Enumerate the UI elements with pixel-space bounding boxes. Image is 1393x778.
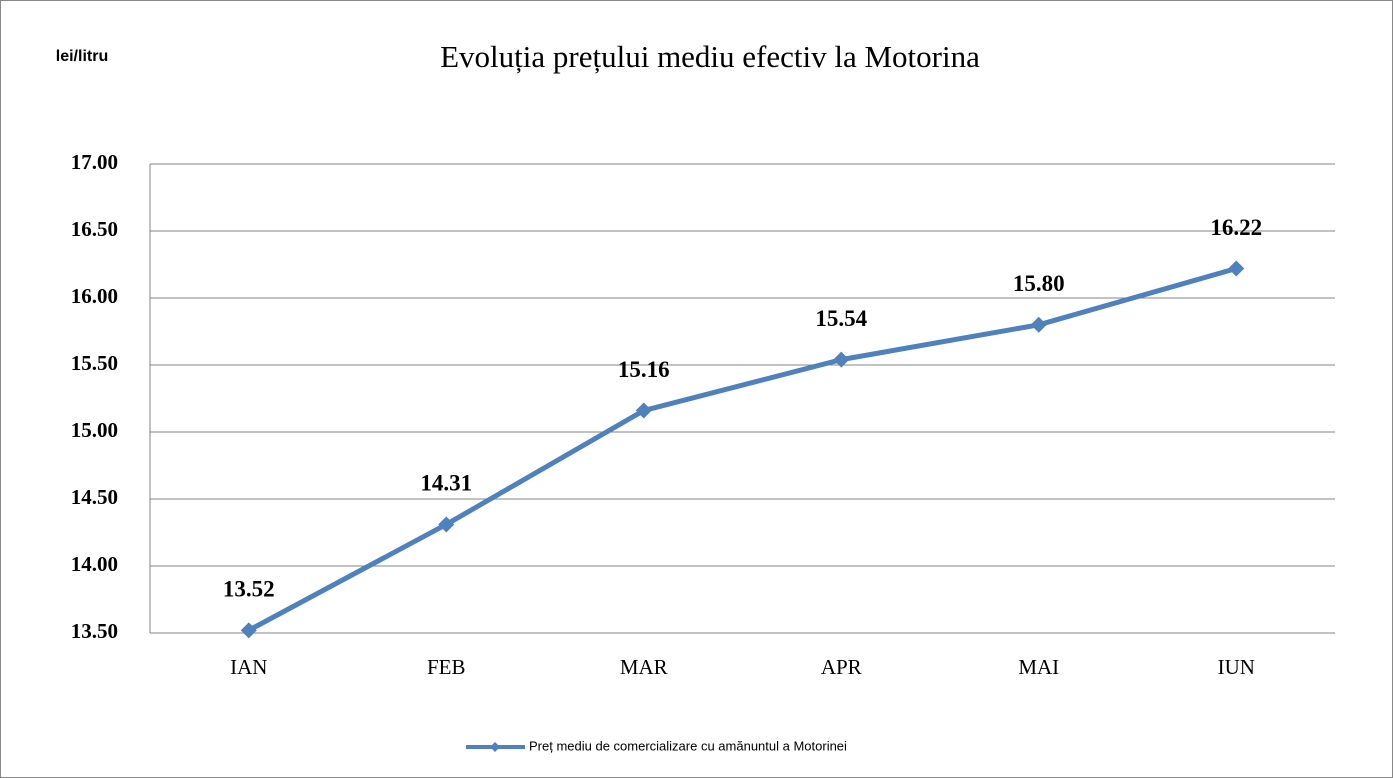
line xyxy=(247,266,1237,633)
data-label: 13.52 xyxy=(223,577,275,602)
y-tick-label: 16.00 xyxy=(71,284,118,308)
y-tick-label: 13.50 xyxy=(71,619,118,643)
x-tick-label: IUN xyxy=(1218,655,1255,679)
data-label: 15.80 xyxy=(1013,271,1065,296)
chart-title: Evoluția prețului mediu efectiv la Motor… xyxy=(440,39,980,74)
y-tick-label: 17.00 xyxy=(71,150,118,174)
x-tick-label: FEB xyxy=(427,655,466,679)
x-tick-label: MAI xyxy=(1018,655,1059,679)
x-tick-label: APR xyxy=(821,655,862,679)
legend-label: Preț mediu de comercializare cu amănuntu… xyxy=(529,738,847,753)
y-tick-label: 15.50 xyxy=(71,351,118,375)
data-label: 16.22 xyxy=(1210,215,1262,240)
legend-marker xyxy=(490,742,500,752)
y-tick-label: 14.00 xyxy=(71,552,118,576)
point xyxy=(438,516,455,533)
point xyxy=(1030,316,1047,333)
data-label: 14.31 xyxy=(420,471,472,496)
y-tick-label: 15.00 xyxy=(71,418,118,442)
y-tick-label: 16.50 xyxy=(71,217,118,241)
x-tick-label: IAN xyxy=(230,655,267,679)
point xyxy=(635,402,652,419)
x-tick-label: MAR xyxy=(620,655,668,679)
point xyxy=(833,351,850,368)
point xyxy=(240,622,257,639)
point xyxy=(1228,260,1245,277)
data-label: 15.54 xyxy=(815,306,867,331)
y-tick-label: 14.50 xyxy=(71,485,118,509)
data-label: 15.16 xyxy=(618,357,670,382)
y-axis-label: lei/litru xyxy=(56,48,108,65)
